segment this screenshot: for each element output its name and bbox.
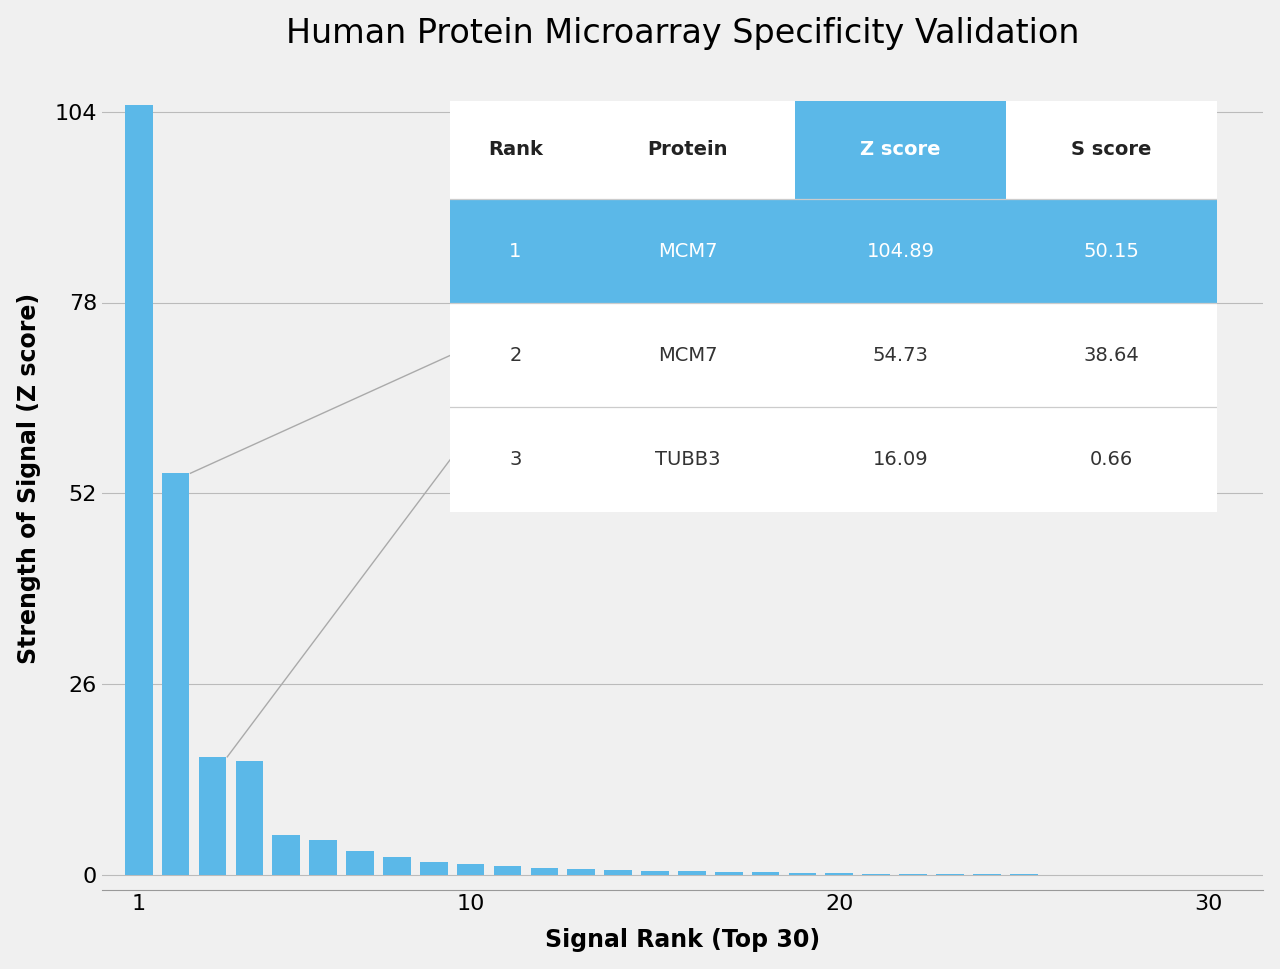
Bar bbox=[346, 852, 374, 875]
Bar bbox=[788, 873, 817, 875]
Title: Human Protein Microarray Specificity Validation: Human Protein Microarray Specificity Val… bbox=[285, 16, 1079, 49]
Bar bbox=[161, 473, 189, 875]
Bar bbox=[383, 857, 411, 875]
Bar bbox=[716, 872, 742, 875]
Bar bbox=[641, 870, 668, 875]
Bar bbox=[420, 861, 448, 875]
Bar bbox=[236, 762, 264, 875]
X-axis label: Signal Rank (Top 30): Signal Rank (Top 30) bbox=[545, 928, 820, 953]
Bar bbox=[567, 868, 595, 875]
Bar bbox=[457, 864, 484, 875]
Bar bbox=[310, 840, 337, 875]
Bar bbox=[494, 866, 521, 875]
Bar bbox=[530, 867, 558, 875]
Bar bbox=[125, 106, 152, 875]
Bar bbox=[678, 871, 705, 875]
Bar bbox=[751, 872, 780, 875]
Bar bbox=[604, 870, 632, 875]
Bar bbox=[826, 873, 854, 875]
Y-axis label: Strength of Signal (Z score): Strength of Signal (Z score) bbox=[17, 293, 41, 664]
Bar bbox=[273, 834, 300, 875]
Bar bbox=[900, 874, 927, 875]
Bar bbox=[863, 874, 890, 875]
Bar bbox=[198, 757, 227, 875]
